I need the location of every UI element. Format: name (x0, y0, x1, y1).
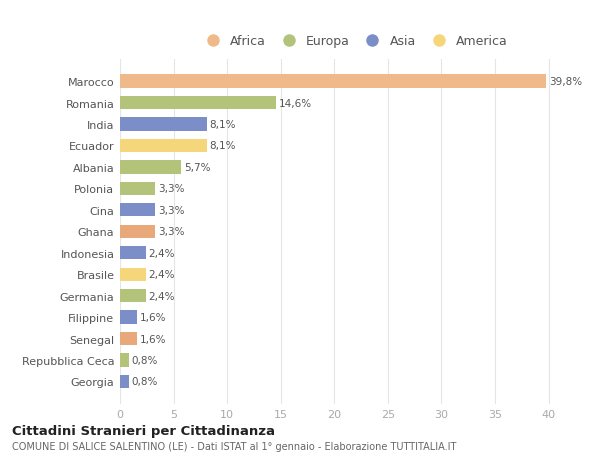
Bar (120, 311, 137, 324)
Text: 0,8%: 0,8% (131, 377, 158, 386)
Text: 1,6%: 1,6% (140, 313, 166, 322)
Bar (120, 225, 155, 238)
Text: 3,3%: 3,3% (158, 227, 185, 237)
Text: 2,4%: 2,4% (148, 248, 175, 258)
Text: 14,6%: 14,6% (279, 98, 312, 108)
Bar (120, 161, 181, 174)
Text: 0,8%: 0,8% (131, 355, 158, 365)
Bar (120, 75, 547, 89)
Bar (120, 97, 277, 110)
Bar (120, 268, 146, 281)
Text: 1,6%: 1,6% (140, 334, 166, 344)
Text: COMUNE DI SALICE SALENTINO (LE) - Dati ISTAT al 1° gennaio - Elaborazione TUTTIT: COMUNE DI SALICE SALENTINO (LE) - Dati I… (12, 441, 457, 451)
Text: 2,4%: 2,4% (148, 291, 175, 301)
Bar (120, 332, 137, 346)
Text: 5,7%: 5,7% (184, 162, 210, 173)
Text: Cittadini Stranieri per Cittadinanza: Cittadini Stranieri per Cittadinanza (12, 424, 275, 437)
Bar (120, 204, 155, 217)
Text: 8,1%: 8,1% (209, 120, 236, 130)
Text: 3,3%: 3,3% (158, 205, 185, 215)
Bar (120, 182, 155, 196)
Bar (120, 118, 207, 131)
Text: 2,4%: 2,4% (148, 269, 175, 280)
Bar (120, 246, 146, 260)
Bar (120, 375, 128, 388)
Text: 3,3%: 3,3% (158, 184, 185, 194)
Text: 39,8%: 39,8% (549, 77, 582, 87)
Text: 8,1%: 8,1% (209, 141, 236, 151)
Bar (120, 353, 128, 367)
Legend: Africa, Europa, Asia, America: Africa, Europa, Asia, America (200, 35, 508, 48)
Bar (120, 289, 146, 302)
Bar (120, 140, 207, 153)
